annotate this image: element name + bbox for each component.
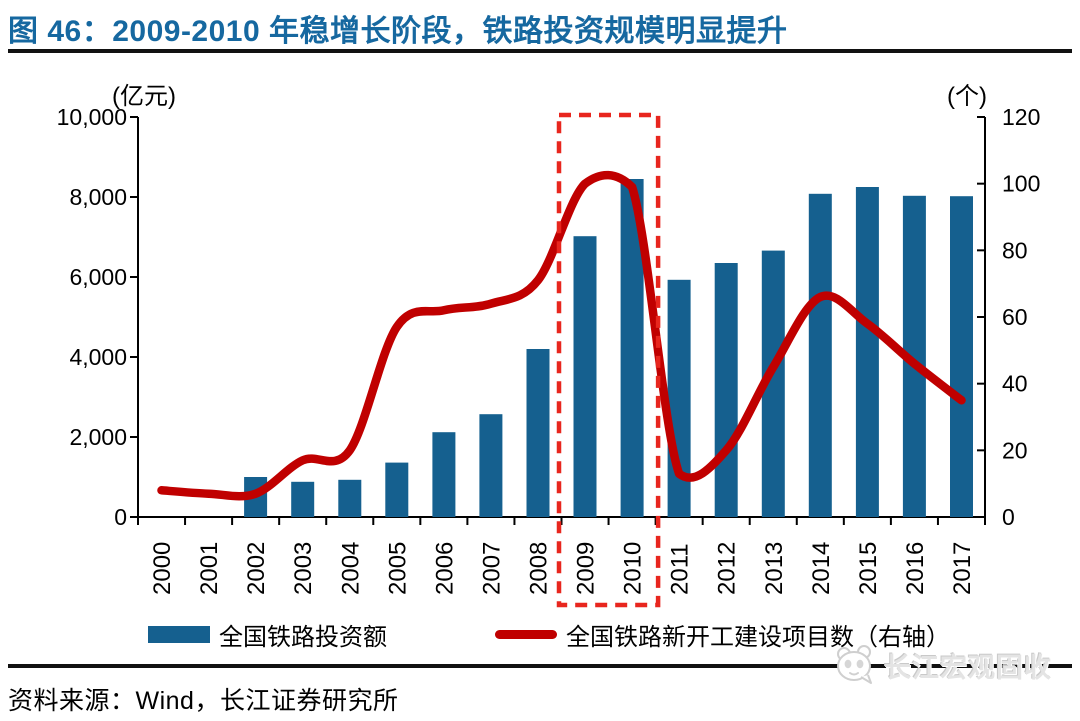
bar-2012 [714, 263, 738, 517]
x-tick-label-2006: 2006 [431, 542, 458, 595]
legend-item-investment-bars: 全国铁路投资额 [148, 619, 387, 651]
title-divider [8, 49, 1072, 53]
y-axis-right-tick-label: 60 [1002, 304, 1028, 330]
x-tick-label-2011: 2011 [667, 543, 694, 595]
chart-canvas: 0 2,000 4,000 6,000 8,000 10,000(亿元) 0 20 40 60 80… [57, 83, 1040, 608]
y-axis-left-tick-label: 0 [114, 504, 127, 530]
panda-logo-icon [837, 645, 872, 684]
bar-2008 [526, 349, 550, 517]
line-series-swatch [495, 629, 557, 639]
bar-series [244, 179, 973, 518]
watermark: 长江宏观固收 [831, 644, 1052, 686]
railway-investment-chart: 0 2,000 4,000 6,000 8,000 10,000 (亿元) 0 20 40 60 80… [57, 83, 1040, 608]
x-tick-label-2010: 2010 [620, 542, 647, 595]
x-tick-label-2001: 2001 [196, 542, 223, 595]
y-axis-right-tick-label: 0 [1002, 504, 1015, 530]
x-tick-label-2016: 2016 [902, 542, 929, 595]
x-tick-label-2002: 2002 [243, 542, 270, 595]
x-tick-label-2014: 2014 [808, 542, 835, 595]
y-axis-right-tick-label: 120 [1002, 104, 1040, 130]
x-tick-label-2012: 2012 [714, 542, 741, 595]
x-tick-label-2003: 2003 [290, 542, 317, 595]
watermark-text: 长江宏观固收 [884, 652, 1052, 683]
y-axis-left-tick-label: 4,000 [69, 344, 127, 370]
bar-series-swatch [148, 625, 210, 643]
line-series [157, 170, 966, 501]
bar-2016 [902, 195, 926, 518]
y-axis-right-tick-label: 80 [1002, 237, 1028, 263]
x-tick-label-2009: 2009 [573, 542, 600, 595]
bar-2013 [761, 250, 785, 517]
x-tick-label-2013: 2013 [761, 542, 788, 595]
x-tick-label-2004: 2004 [337, 542, 364, 595]
y-axis-right-tick-label: 100 [1002, 171, 1040, 197]
bar-2014 [808, 193, 832, 518]
figure-title: 图 46：2009-2010 年稳增长阶段，铁路投资规模明显提升 [8, 15, 788, 48]
x-tick-label-2007: 2007 [478, 542, 505, 595]
x-tick-label-2017: 2017 [949, 542, 976, 595]
source-note: 资料来源：Wind，长江证券研究所 [8, 687, 399, 715]
bar-2010 [620, 179, 644, 517]
bar-2003 [291, 481, 315, 517]
bar-2005 [385, 462, 409, 517]
bar-2007 [479, 414, 503, 517]
bar-2006 [432, 432, 456, 517]
y-axis-right-tick-label: 40 [1002, 371, 1028, 397]
x-tick-label-2005: 2005 [384, 542, 411, 595]
y-axis-right-tick-label: 20 [1002, 437, 1028, 463]
legend-label-investment: 全国铁路投资额 [219, 623, 387, 651]
x-tick-label-2008: 2008 [526, 542, 553, 595]
y-axis-left-tick-label: 10,000 [57, 104, 127, 130]
y-axis-left-tick-label: 6,000 [69, 264, 127, 290]
bar-2009 [573, 236, 597, 517]
highlight-box-2009-2010 [556, 112, 661, 608]
legend-item-projects-line: 全国铁路新开工建设项目数（右轴） [495, 619, 950, 651]
bar-2004 [338, 479, 362, 517]
y-axis-left-tick-label: 8,000 [69, 184, 127, 210]
legend-label-projects: 全国铁路新开工建设项目数（右轴） [566, 623, 950, 651]
y-axis-right-title: (个) [947, 83, 987, 110]
x-tick-label-2000: 2000 [149, 542, 176, 595]
y-axis-left-title: (亿元) [112, 83, 176, 110]
bottom-divider [8, 664, 1072, 668]
bar-2017 [950, 196, 973, 517]
x-tick-label-2015: 2015 [855, 542, 882, 595]
bar-2015 [855, 187, 879, 517]
y-axis-left-tick-label: 2,000 [69, 424, 127, 450]
